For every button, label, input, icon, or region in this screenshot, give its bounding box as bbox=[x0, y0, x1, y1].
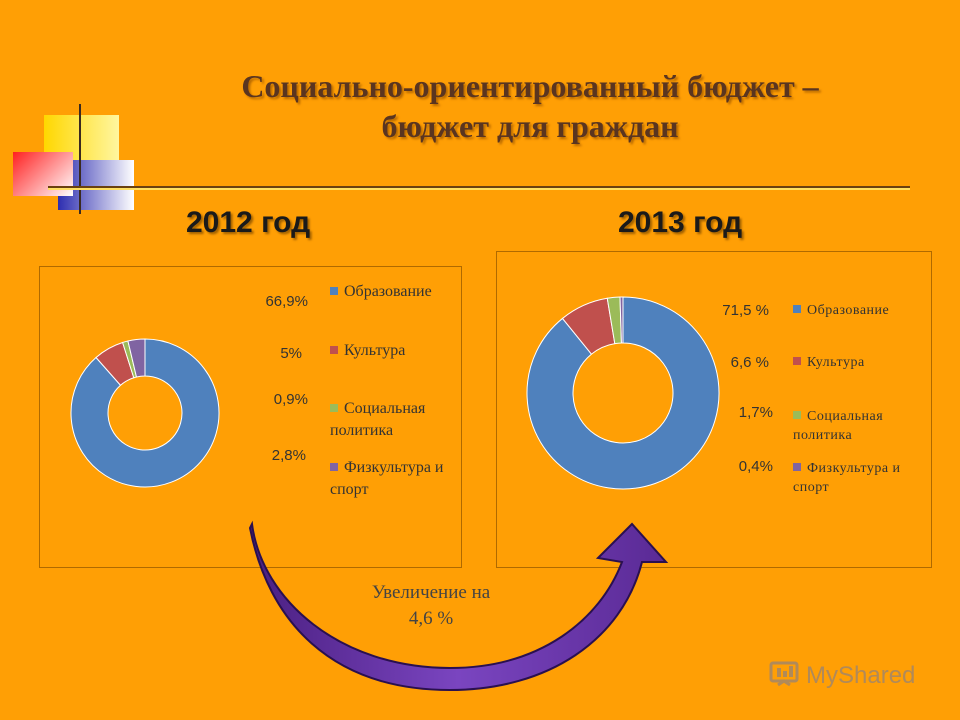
legend-swatch bbox=[330, 287, 338, 295]
legend-label: Физкультура и спорт bbox=[793, 461, 901, 495]
value-label-education-2012: 66,9% bbox=[265, 293, 308, 310]
increase-line-1: Увеличение на bbox=[371, 582, 491, 603]
value-label-sport-2012: 2,8% bbox=[271, 447, 306, 464]
legend-item-culture-2013: Культура bbox=[793, 353, 865, 372]
legend-item-education-2012: Образование bbox=[330, 281, 432, 303]
title-line-1: Социально-ориентированный бюджет – bbox=[241, 68, 819, 104]
presentation-icon bbox=[769, 661, 799, 687]
watermark-text: MyShared bbox=[806, 662, 916, 689]
legend-label: Социальная политика bbox=[330, 400, 426, 439]
legend-label: Образование bbox=[344, 283, 432, 300]
year-2012-heading: 2012 год bbox=[186, 206, 311, 239]
value-label-social-2013: 1,7% bbox=[738, 404, 773, 421]
slice-education-2013 bbox=[526, 296, 720, 490]
increase-caption: Увеличение на 4,6 % bbox=[346, 580, 516, 632]
title-line-2: бюджет для граждан bbox=[381, 108, 679, 144]
chart-2013-panel: 71,5 % 6,6 % 1,7% 0,4% Образование Культ… bbox=[496, 251, 932, 568]
slide-title: Социально-ориентированный бюджет – бюдже… bbox=[160, 66, 900, 146]
value-label-culture-2013: 6,6 % bbox=[730, 354, 769, 371]
value-label-social-2012: 0,9% bbox=[273, 391, 308, 408]
legend-label: Социальная политика bbox=[793, 409, 884, 443]
value-label-sport-2013: 0,4% bbox=[738, 458, 773, 475]
title-underline-highlight bbox=[48, 188, 910, 190]
legend-label: Культура bbox=[807, 355, 865, 370]
legend-swatch bbox=[793, 411, 801, 419]
legend-item-culture-2012: Культура bbox=[330, 340, 405, 362]
slice-education-2012 bbox=[70, 338, 220, 488]
legend-swatch bbox=[330, 404, 338, 412]
legend-label: Физкультура и спорт bbox=[330, 459, 444, 498]
slice-sport-2012 bbox=[127, 338, 146, 378]
chart-2012-panel: 66,9% 5% 0,9% 2,8% Образование Культура … bbox=[39, 266, 462, 568]
value-label-culture-2012: 5% bbox=[280, 345, 302, 362]
donut-chart-2013 bbox=[526, 296, 720, 490]
legend-swatch bbox=[793, 463, 801, 471]
legend-label: Образование bbox=[807, 303, 890, 318]
legend-item-social-2012: Социальная политика bbox=[330, 398, 450, 442]
legend-item-sport-2012: Физкультура и спорт bbox=[330, 457, 452, 501]
legend-swatch bbox=[330, 346, 338, 354]
legend-swatch bbox=[793, 305, 801, 313]
title-underline bbox=[48, 186, 910, 188]
value-label-education-2013: 71,5 % bbox=[722, 302, 769, 319]
legend-item-sport-2013: Физкультура и спорт bbox=[793, 459, 915, 497]
slice-sport-2013 bbox=[619, 296, 624, 344]
legend-swatch bbox=[330, 463, 338, 471]
legend-label: Культура bbox=[344, 342, 406, 359]
increase-line-2: 4,6 % bbox=[408, 608, 454, 629]
legend-swatch bbox=[793, 357, 801, 365]
year-2013-heading: 2013 год bbox=[618, 206, 743, 239]
donut-chart-2012 bbox=[70, 338, 220, 488]
deco-vertical-line bbox=[79, 104, 81, 214]
legend-item-education-2013: Образование bbox=[793, 301, 889, 320]
legend-item-social-2013: Социальная политика bbox=[793, 407, 903, 445]
